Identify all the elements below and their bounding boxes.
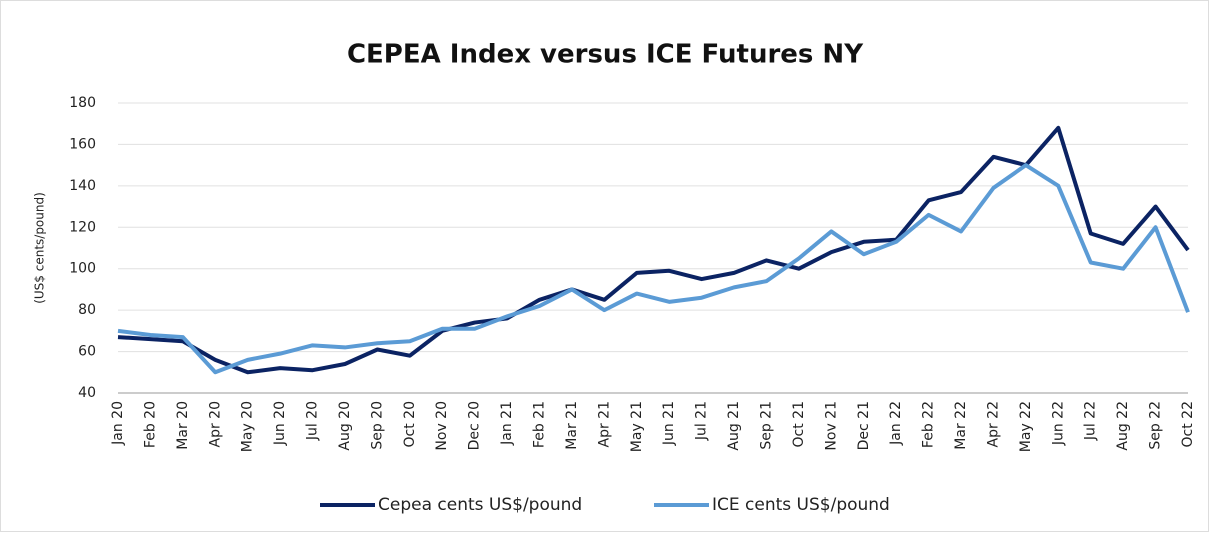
x-tick-label: Mar 22	[953, 401, 969, 450]
y-tick-label: 80	[78, 302, 96, 318]
y-tick-label: 120	[69, 219, 96, 235]
x-tick-label: Sep 21	[758, 401, 774, 450]
legend-label: Cepea cents US$/pound	[378, 495, 582, 515]
x-tick-label: Jun 20	[272, 401, 288, 446]
x-tick-label: Jan 22	[888, 401, 904, 446]
x-tick-label: Apr 20	[207, 401, 223, 447]
x-tick-label: Dec 21	[856, 401, 872, 450]
y-tick-label: 160	[69, 136, 96, 152]
x-tick-label: Mar 20	[175, 401, 191, 450]
x-tick-label: Nov 21	[823, 401, 839, 451]
x-tick-label: Dec 20	[467, 401, 483, 450]
y-tick-label: 140	[69, 178, 96, 194]
x-tick-label: May 20	[240, 401, 256, 452]
x-tick-label: May 21	[629, 401, 645, 452]
x-tick-label: Feb 21	[532, 401, 548, 448]
y-tick-label: 60	[78, 344, 96, 360]
x-tick-label: Sep 20	[369, 401, 385, 450]
chart-title: CEPEA Index versus ICE Futures NY	[347, 40, 864, 70]
y-tick-label: 100	[69, 261, 96, 277]
x-tick-label: Jun 22	[1050, 401, 1066, 446]
x-tick-label: Oct 20	[402, 401, 418, 447]
x-tick-label: Mar 21	[564, 401, 580, 450]
x-tick-label: Aug 22	[1115, 401, 1131, 451]
x-tick-label: Jul 20	[305, 401, 321, 441]
x-tick-label: Aug 20	[337, 401, 353, 451]
x-tick-label: Oct 21	[791, 401, 807, 447]
x-tick-label: Apr 21	[596, 401, 612, 447]
x-tick-label: Jul 22	[1083, 401, 1099, 441]
x-tick-label: May 22	[1018, 401, 1034, 452]
x-tick-label: Apr 22	[985, 401, 1001, 447]
y-tick-label: 40	[78, 385, 96, 401]
x-tick-label: Oct 22	[1180, 401, 1196, 447]
x-tick-label: Sep 22	[1148, 401, 1164, 450]
x-tick-label: Jul 21	[694, 401, 710, 441]
x-tick-label: Jan 21	[499, 401, 515, 446]
series-line	[117, 125, 1190, 375]
x-tick-label: Jan 20	[110, 401, 126, 446]
x-tick-label: Feb 22	[921, 401, 937, 448]
x-tick-label: Aug 21	[726, 401, 742, 451]
legend-label: ICE cents US$/pound	[712, 495, 890, 515]
x-tick-label: Nov 20	[434, 401, 450, 451]
x-tick-label: Jun 21	[661, 401, 677, 446]
y-tick-label: 180	[69, 95, 96, 111]
x-tick-label: Feb 20	[142, 401, 158, 448]
y-axis-label: (US$ cents/pound)	[33, 192, 47, 304]
series-line	[117, 163, 1190, 375]
